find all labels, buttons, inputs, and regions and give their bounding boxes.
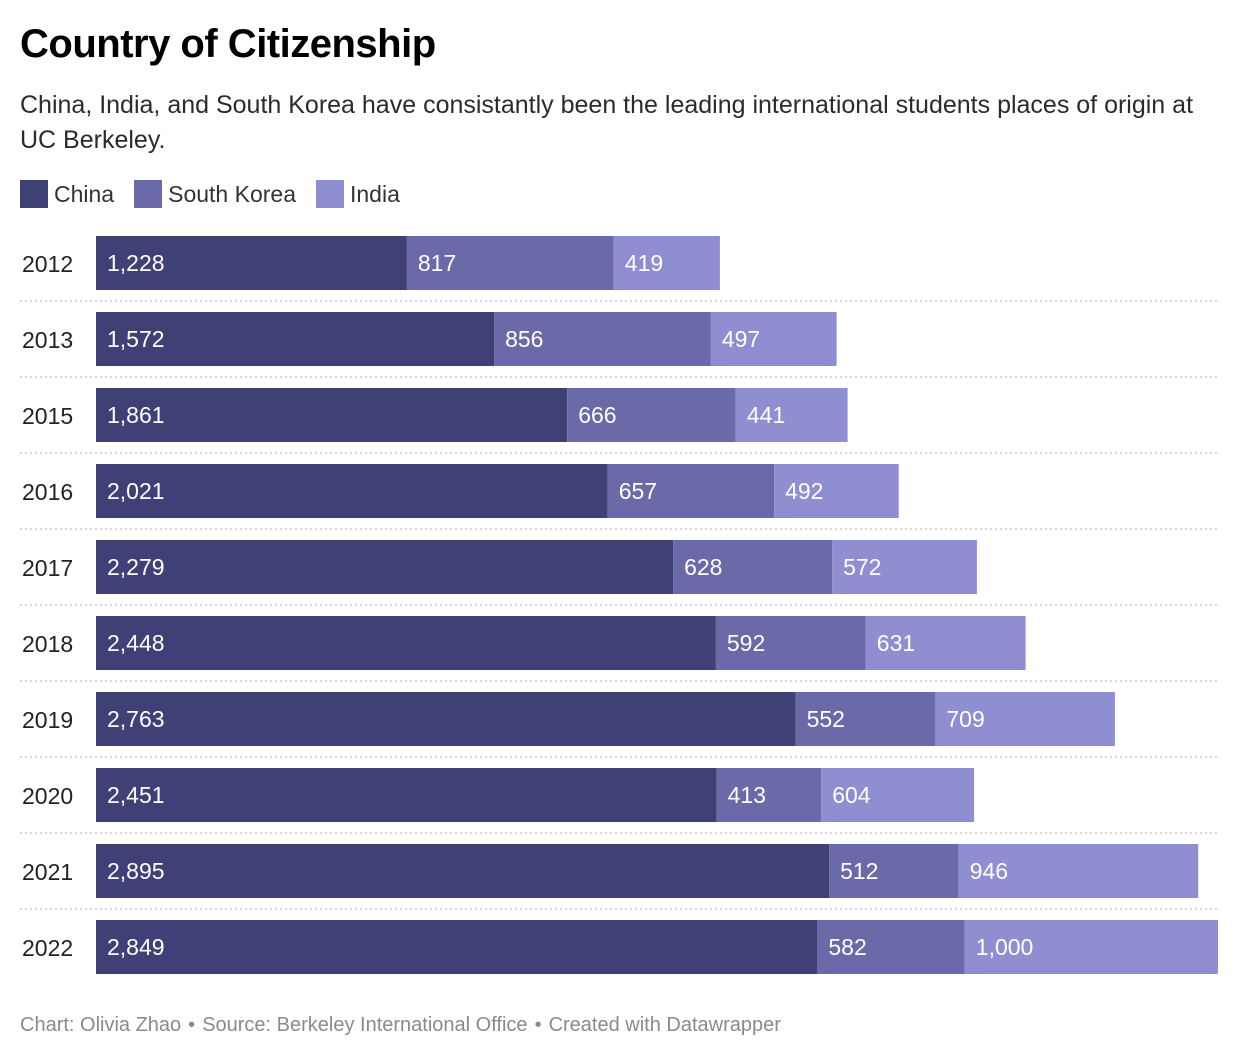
data-label-china-2013: 1,572: [107, 326, 165, 352]
bar-segment-south-korea-2016: [607, 464, 775, 518]
bar-segment-india-2016: [774, 464, 899, 518]
data-label-south-korea-2018: 592: [727, 630, 765, 656]
data-label-south-korea-2019: 552: [807, 706, 845, 732]
footer-separator: •: [188, 1014, 196, 1036]
bar-segment-china-2013: [96, 312, 495, 366]
bar-segment-india-2012: [613, 236, 720, 290]
data-label-china-2019: 2,763: [107, 706, 165, 732]
footer: Chart: Olivia Zhao • Source: Berkeley In…: [20, 1014, 781, 1037]
legend-item-china: China: [20, 180, 114, 208]
bar-segment-south-korea-2018: [715, 616, 866, 670]
data-label-india-2015: 441: [747, 402, 785, 428]
footer-separator: •: [534, 1014, 542, 1036]
bar-segment-india-2013: [710, 312, 837, 366]
bar-segment-india-2017: [832, 540, 977, 594]
category-label-2018: 2018: [22, 631, 73, 657]
bar-segment-china-2021: [96, 844, 830, 898]
legend-swatch-china: [20, 180, 48, 208]
legend-swatch-india: [315, 180, 344, 208]
category-label-2013: 2013: [22, 327, 73, 353]
footer-created-with: Created with Datawrapper: [548, 1014, 781, 1036]
data-label-south-korea-2015: 666: [578, 402, 616, 428]
stacked-bar-chart: 2012 1,228 817 419 2013 1,572 856 497 2015 1,861 6…: [20, 236, 1218, 974]
bar-segment-india-2022: [964, 920, 1218, 974]
bar-segment-china-2015: [96, 388, 568, 442]
bar-segment-south-korea-2015: [567, 388, 736, 442]
bar-segment-india-2020: [821, 768, 975, 822]
bar-segment-china-2017: [96, 540, 674, 594]
category-label-2012: 2012: [22, 251, 73, 277]
bar-segment-india-2021: [958, 844, 1199, 898]
bar-segment-south-korea-2021: [829, 844, 959, 898]
legend: China South Korea India: [20, 178, 400, 210]
chart-subtitle: China, India, and South Korea have consi…: [20, 91, 1194, 154]
bar-segment-south-korea-2020: [716, 768, 822, 822]
bar-segment-south-korea-2017: [673, 540, 833, 594]
category-label-2020: 2020: [22, 783, 73, 809]
data-label-south-korea-2021: 512: [840, 858, 878, 884]
legend-label-china: China: [54, 180, 115, 207]
data-label-china-2017: 2,279: [107, 554, 165, 580]
footer-source: Source: Berkeley International Office: [202, 1014, 528, 1036]
legend-item-india: India: [315, 180, 400, 208]
bar-segment-south-korea-2013: [494, 312, 711, 366]
data-label-china-2022: 2,849: [107, 934, 165, 960]
bar-segment-india-2015: [735, 388, 848, 442]
data-label-china-2021: 2,895: [107, 858, 165, 884]
bar-segment-china-2020: [96, 768, 717, 822]
legend-item-south-korea: South Korea: [134, 180, 296, 208]
data-label-china-2012: 1,228: [107, 250, 165, 276]
data-label-china-2020: 2,451: [107, 782, 165, 808]
legend-label-south-korea: South Korea: [168, 180, 296, 207]
bar-segment-india-2018: [865, 616, 1026, 670]
data-label-china-2018: 2,448: [107, 630, 165, 656]
bar-segment-south-korea-2012: [406, 236, 614, 290]
data-label-south-korea-2020: 413: [728, 782, 766, 808]
data-label-india-2012: 419: [625, 250, 663, 276]
category-label-2016: 2016: [22, 479, 73, 505]
category-label-2019: 2019: [22, 707, 73, 733]
bar-segment-india-2019: [935, 692, 1115, 746]
legend-label-india: India: [349, 180, 400, 207]
category-label-2017: 2017: [22, 555, 73, 581]
bar-segment-south-korea-2019: [795, 692, 936, 746]
data-label-china-2015: 1,861: [107, 402, 165, 428]
category-label-2021: 2021: [22, 859, 73, 885]
data-label-india-2019: 709: [946, 706, 984, 732]
data-label-india-2022: 1,000: [976, 934, 1034, 960]
category-label-2015: 2015: [22, 403, 73, 429]
data-label-india-2021: 946: [970, 858, 1008, 884]
data-label-india-2017: 572: [843, 554, 881, 580]
data-label-south-korea-2012: 817: [418, 250, 456, 276]
data-label-south-korea-2013: 856: [505, 326, 543, 352]
bar-segment-china-2012: [96, 236, 407, 290]
data-label-india-2018: 631: [877, 630, 915, 656]
data-label-south-korea-2022: 582: [828, 934, 866, 960]
data-label-india-2016: 492: [785, 478, 823, 504]
bar-segment-china-2018: [96, 616, 716, 670]
data-label-south-korea-2017: 628: [684, 554, 722, 580]
data-label-south-korea-2016: 657: [619, 478, 657, 504]
data-label-china-2016: 2,021: [107, 478, 165, 504]
legend-swatch-south-korea: [134, 180, 163, 208]
bar-segment-china-2022: [96, 920, 818, 974]
data-label-india-2013: 497: [722, 326, 760, 352]
bar-segment-china-2019: [96, 692, 796, 746]
bar-segment-south-korea-2022: [817, 920, 965, 974]
data-label-india-2020: 604: [832, 782, 871, 808]
bar-segment-china-2016: [96, 464, 608, 518]
footer-credit: Chart: Olivia Zhao: [20, 1014, 182, 1036]
category-label-2022: 2022: [22, 935, 73, 961]
chart-title: Country of Citizenship: [20, 22, 436, 66]
